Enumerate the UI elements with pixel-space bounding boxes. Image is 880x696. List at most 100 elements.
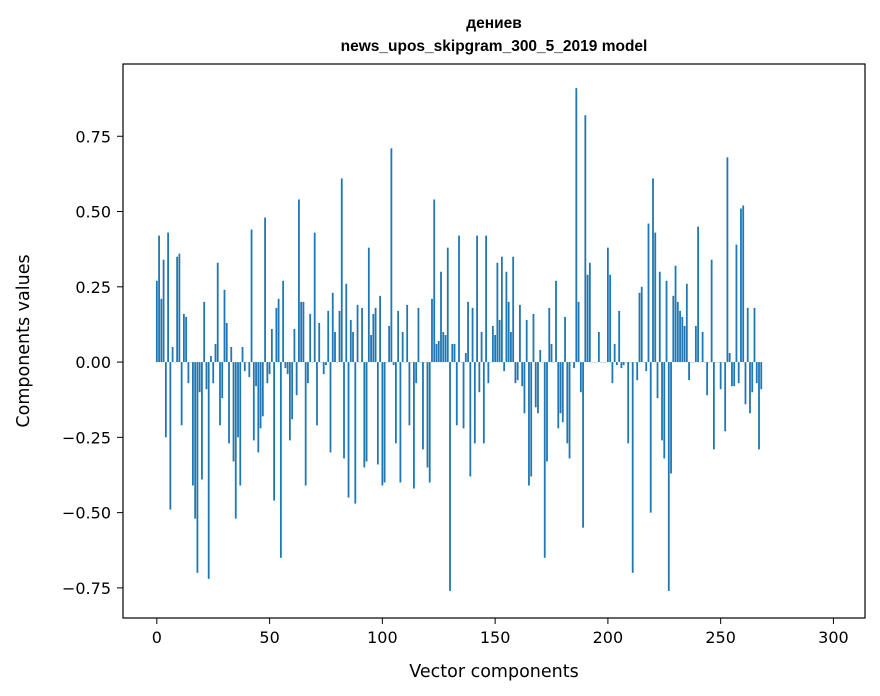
bar — [534, 362, 537, 408]
bar — [543, 362, 546, 558]
bar — [514, 362, 517, 384]
bar — [367, 247, 370, 363]
bar — [683, 325, 686, 363]
x-tick-label: 50 — [259, 628, 279, 647]
bar — [679, 310, 681, 363]
bar — [300, 301, 303, 363]
y-tick-label: 0.25 — [75, 278, 111, 297]
bar — [383, 362, 386, 483]
bar — [225, 322, 228, 363]
y-axis-ticks: −0.75 −0.50 −0.25 0.00 0.25 0.50 0.75 — [62, 127, 123, 598]
bar — [313, 232, 316, 363]
bar — [500, 256, 503, 363]
bar — [588, 262, 591, 363]
bar — [214, 344, 217, 363]
bar — [185, 316, 188, 363]
bar — [295, 362, 298, 396]
bar — [288, 362, 291, 441]
bar — [259, 362, 262, 429]
bar — [255, 362, 257, 387]
bar — [219, 362, 221, 426]
bar — [158, 235, 160, 363]
bar — [694, 325, 697, 363]
bar — [471, 307, 474, 363]
bar — [649, 362, 652, 513]
bar — [334, 331, 336, 363]
bar — [440, 271, 442, 363]
bar — [573, 362, 575, 369]
bar — [555, 280, 557, 363]
x-axis-ticks: 0 50 100 150 200 250 300 — [152, 618, 849, 647]
bar — [688, 362, 690, 381]
bar — [390, 148, 393, 363]
bar — [277, 298, 280, 363]
bar — [663, 362, 666, 459]
bar — [455, 362, 458, 426]
bar — [182, 313, 185, 363]
bar — [252, 362, 255, 441]
bar — [169, 362, 172, 510]
bar — [349, 319, 352, 363]
bar — [638, 292, 641, 363]
y-tick-label: −0.25 — [62, 428, 111, 447]
bar — [248, 362, 251, 378]
bar — [279, 362, 282, 558]
bar — [449, 362, 451, 591]
bar — [325, 362, 327, 366]
bar — [697, 226, 699, 363]
y-axis-label: Components values — [14, 254, 34, 427]
bar — [521, 362, 524, 387]
bar — [433, 199, 436, 363]
bar — [164, 362, 167, 438]
bars-group — [155, 88, 763, 591]
bar — [550, 344, 553, 363]
bar — [597, 331, 600, 363]
bar — [413, 362, 415, 489]
bar — [566, 362, 569, 444]
bar — [516, 362, 519, 381]
bar — [731, 362, 733, 387]
bar — [160, 298, 163, 363]
bar — [733, 362, 736, 387]
bar — [537, 362, 539, 414]
bar — [652, 178, 654, 363]
bar — [676, 301, 679, 363]
bar — [361, 307, 363, 363]
bar — [737, 362, 740, 384]
bar — [201, 362, 203, 480]
bar — [194, 362, 197, 519]
bar — [261, 362, 264, 417]
bar — [751, 362, 754, 393]
bar — [510, 331, 512, 363]
bar — [316, 362, 318, 426]
bar — [406, 304, 409, 363]
bar — [205, 362, 208, 390]
bar — [298, 199, 300, 363]
bar — [257, 362, 260, 453]
bar — [379, 295, 381, 363]
bar — [399, 362, 402, 483]
bar — [620, 362, 623, 369]
bar — [609, 274, 612, 363]
bar — [606, 247, 609, 363]
bar — [307, 362, 309, 384]
bar — [356, 304, 359, 363]
bar — [270, 328, 273, 363]
bar — [672, 295, 675, 363]
bar — [681, 316, 684, 363]
bar — [223, 289, 226, 363]
bar — [343, 362, 345, 459]
bar — [232, 362, 235, 462]
bar — [724, 362, 727, 432]
bar — [180, 362, 183, 426]
bar — [266, 362, 269, 384]
bar — [564, 316, 566, 363]
bar — [496, 262, 499, 363]
bar — [485, 235, 487, 363]
x-tick-label: 150 — [480, 628, 511, 647]
bar — [162, 259, 165, 363]
bar — [670, 362, 672, 474]
bar — [618, 310, 621, 363]
